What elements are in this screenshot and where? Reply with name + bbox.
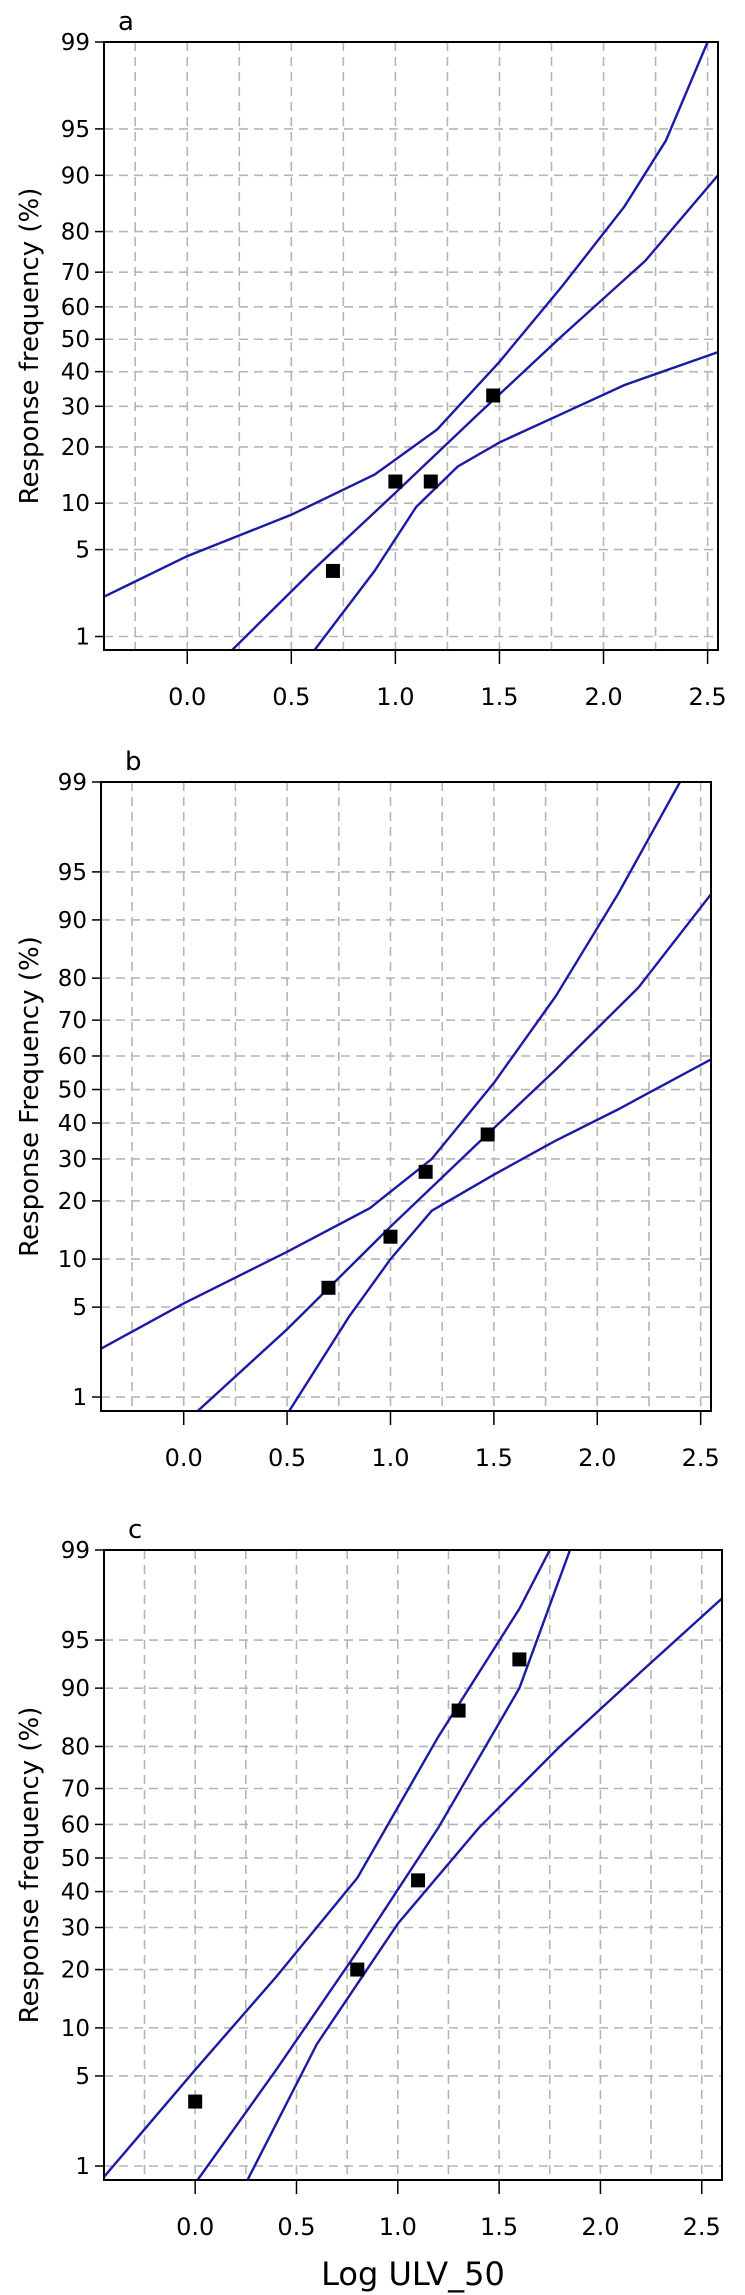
y-tick-label: 30 — [61, 1916, 90, 1942]
x-tick-label: 1.0 — [371, 1444, 409, 1472]
grid-lines — [101, 781, 711, 1411]
y-tick-label: 70 — [58, 1008, 87, 1034]
y-tick-label: 90 — [61, 1676, 90, 1702]
y-tick-label: 20 — [58, 1189, 87, 1215]
y-tick-label: 90 — [61, 163, 90, 189]
x-tick-label: 0.5 — [272, 683, 310, 711]
x-tick-label: 2.5 — [689, 683, 727, 711]
data-point — [321, 1280, 336, 1295]
series-line-upper — [104, 42, 709, 598]
chart-panel-a: 1 5 10 20 30 40 50 60 70 80 90 95 99 0.0 0.5 1.0 1.5 2.0 2… — [15, 7, 727, 711]
panel-label: c — [128, 1515, 142, 1545]
series-line-fitted — [195, 893, 711, 1411]
series-line-fitted — [196, 1550, 572, 2180]
y-tick-label: 1 — [75, 624, 90, 650]
data-point — [411, 1873, 426, 1888]
panel-label: b — [125, 747, 142, 777]
y-axis-label: Response frequency (%) — [15, 1707, 45, 2024]
series-line-lower — [287, 1058, 711, 1411]
y-tick-label: 90 — [58, 908, 87, 934]
chart-panel-c: 1 5 10 20 30 40 50 60 70 80 90 95 99 0.0 0.5 1.0 1.5 2.0 2… — [15, 1515, 723, 2293]
series-line-lower — [246, 1597, 722, 2180]
y-tick-label: 95 — [61, 1628, 90, 1654]
data-point — [188, 2094, 203, 2109]
series-line-fitted — [230, 174, 718, 650]
y-tick-label: 30 — [58, 1147, 87, 1173]
data-point — [418, 1164, 433, 1179]
grid-lines — [104, 41, 718, 650]
x-tick-label: 1.5 — [480, 683, 518, 711]
data-point — [423, 474, 438, 489]
y-tick-label: 60 — [61, 1812, 90, 1838]
x-tick-label: 2.0 — [584, 683, 622, 711]
grid-lines — [104, 1549, 722, 2180]
y-tick-label: 1 — [72, 1385, 87, 1411]
x-tick-label: 1.5 — [475, 1444, 513, 1472]
y-tick-label: 5 — [75, 538, 90, 564]
y-tick-label: 10 — [58, 1247, 87, 1273]
y-tick-label: 20 — [61, 435, 90, 461]
data-point — [451, 1703, 466, 1718]
y-tick-label: 20 — [61, 1958, 90, 1984]
x-axis-label: Log ULV_50 — [321, 2255, 505, 2293]
y-tick-label: 70 — [61, 1777, 90, 1803]
y-tick-label: 80 — [58, 966, 87, 992]
data-point — [325, 563, 340, 578]
plot-frame — [103, 1549, 723, 2181]
series-line-lower — [313, 350, 718, 650]
y-tick-label: 50 — [61, 1846, 90, 1872]
y-tick-label: 60 — [61, 295, 90, 321]
y-tick-label: 60 — [58, 1044, 87, 1070]
y-tick-label: 5 — [72, 1295, 87, 1321]
y-tick-label: 70 — [61, 260, 90, 286]
x-tick-label: 0.0 — [168, 683, 206, 711]
y-tick-label: 1 — [75, 2154, 90, 2180]
x-tick-label: 2.5 — [682, 1444, 720, 1472]
x-tick-label: 2.0 — [578, 1444, 616, 1472]
y-tick-label: 99 — [61, 1538, 90, 1564]
y-tick-label: 80 — [61, 220, 90, 246]
x-tick-label: 2.5 — [683, 2213, 721, 2241]
y-tick-label: 40 — [58, 1111, 87, 1137]
y-axis-label: Response frequency (%) — [15, 188, 45, 505]
series-line-upper — [104, 1550, 551, 2178]
x-tick-label: 0.5 — [268, 1444, 306, 1472]
y-tick-label: 10 — [61, 491, 90, 517]
x-tick-label: 2.0 — [581, 2213, 619, 2241]
series-line-upper — [101, 782, 682, 1350]
y-tick-label: 95 — [61, 117, 90, 143]
panel-label: a — [118, 7, 134, 37]
y-tick-label: 5 — [75, 2064, 90, 2090]
y-tick-label: 40 — [61, 360, 90, 386]
y-tick-label: 50 — [61, 327, 90, 353]
x-tick-label: 1.5 — [480, 2213, 518, 2241]
y-tick-label: 10 — [61, 2016, 90, 2042]
curves — [101, 782, 711, 1411]
y-tick-label: 40 — [61, 1880, 90, 1906]
y-tick-label: 99 — [61, 30, 90, 56]
x-tick-label: 0.5 — [277, 2213, 315, 2241]
x-tick-label: 1.0 — [379, 2213, 417, 2241]
y-tick-label: 95 — [58, 860, 87, 886]
y-tick-label: 80 — [61, 1734, 90, 1760]
x-tick-label: 0.0 — [176, 2213, 214, 2241]
data-point — [350, 1962, 365, 1977]
plot-frame — [100, 781, 712, 1412]
y-tick-label: 99 — [58, 770, 87, 796]
x-tick-label: 1.0 — [376, 683, 414, 711]
data-point — [383, 1229, 398, 1244]
curves — [104, 42, 718, 650]
data-point — [480, 1127, 495, 1142]
y-tick-label: 30 — [61, 394, 90, 420]
y-tick-label: 50 — [58, 1078, 87, 1104]
x-tick-label: 0.0 — [165, 1444, 203, 1472]
curves — [104, 1550, 722, 2180]
y-axis-label: Response Frequency (%) — [15, 936, 45, 1257]
data-point — [486, 388, 501, 403]
data-point — [512, 1652, 527, 1667]
chart-panel-b: 1 5 10 20 30 40 50 60 70 80 90 95 99 0.0 0.5 1.0 1.5 2.0 2… — [15, 747, 720, 1472]
plot-frame — [103, 41, 719, 651]
data-point — [388, 474, 403, 489]
